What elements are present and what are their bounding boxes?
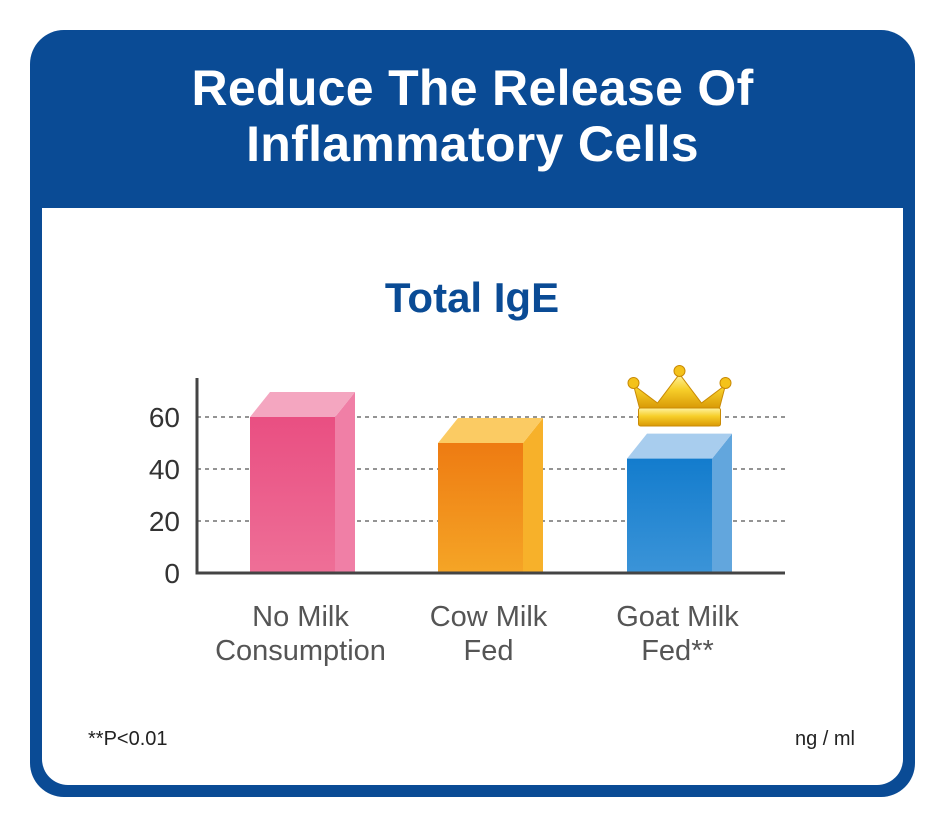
bar-top (250, 392, 355, 417)
bar (627, 433, 732, 573)
bar-side (712, 433, 732, 573)
bars (250, 392, 732, 573)
bar-top (627, 433, 732, 459)
y-tick-labels: 0 20 40 60 (149, 402, 180, 589)
y-tick-label: 40 (149, 454, 180, 485)
x-category-label: No Milk Consumption (215, 601, 386, 667)
x-category-label: Goat Milk Fed** (616, 601, 739, 667)
bar-front (438, 443, 523, 573)
x-category-label: Cow Milk Fed (430, 601, 548, 667)
y-tick-label: 60 (149, 402, 180, 433)
significance-footnote: **P<0.01 (88, 728, 168, 750)
unit-label: ng / ml (794, 728, 855, 750)
crown-icon (627, 365, 732, 427)
chart-title: Total IgE (385, 274, 559, 321)
title-line-2: Inflammatory Cells (246, 116, 699, 172)
bar-front (627, 458, 712, 573)
bar (250, 392, 355, 573)
bar-side (523, 418, 543, 573)
axes (195, 378, 785, 575)
frame: Reduce The Release Of Inflammatory Cells (30, 30, 915, 797)
x-category-labels: No Milk Consumption Cow Milk Fed Goat Milk Fe… (215, 601, 739, 667)
bar (438, 418, 543, 573)
title-line-1: Reduce The Release Of (191, 60, 754, 116)
bar-top (438, 418, 543, 443)
bar-front (250, 417, 335, 573)
y-tick-label: 0 (164, 558, 180, 589)
y-tick-label: 20 (149, 506, 180, 537)
bar-side (335, 392, 355, 573)
page-title: Reduce The Release Of Inflammatory Cells (30, 60, 915, 172)
